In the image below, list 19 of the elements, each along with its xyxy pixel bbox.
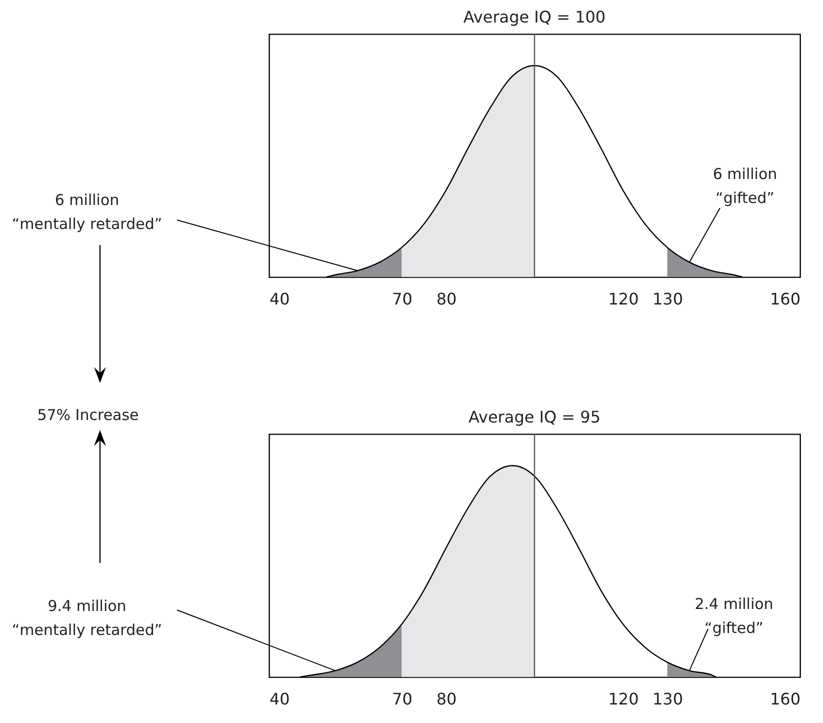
x-tick-label: 40: [270, 690, 290, 708]
x-tick-label: 80: [436, 290, 457, 308]
annotation: 9.4 million “mentally retarded”: [10, 596, 164, 641]
chart-title: Average IQ = 100: [463, 7, 606, 26]
x-tick-label: 80: [436, 690, 457, 708]
x-tick-label: 40: [270, 290, 290, 308]
x-tick-label: 130: [652, 290, 684, 308]
annotation: 2.4 million “gifted”: [694, 594, 774, 639]
x-tick-label: 160: [770, 690, 800, 708]
annotation: 6 million “gifted”: [712, 164, 778, 209]
x-tick-label: 70: [392, 690, 412, 708]
x-tick-label: 70: [392, 290, 412, 308]
x-tick-label: 120: [608, 290, 639, 308]
chart-title: Average IQ = 95: [468, 407, 601, 426]
x-tick-label: 120: [608, 690, 639, 708]
x-tick-label: 130: [652, 690, 684, 708]
text: 57% Increase: [36, 405, 140, 426]
x-tick-label: 160: [770, 290, 800, 308]
annotation: 6 million “mentally retarded”: [10, 190, 164, 235]
